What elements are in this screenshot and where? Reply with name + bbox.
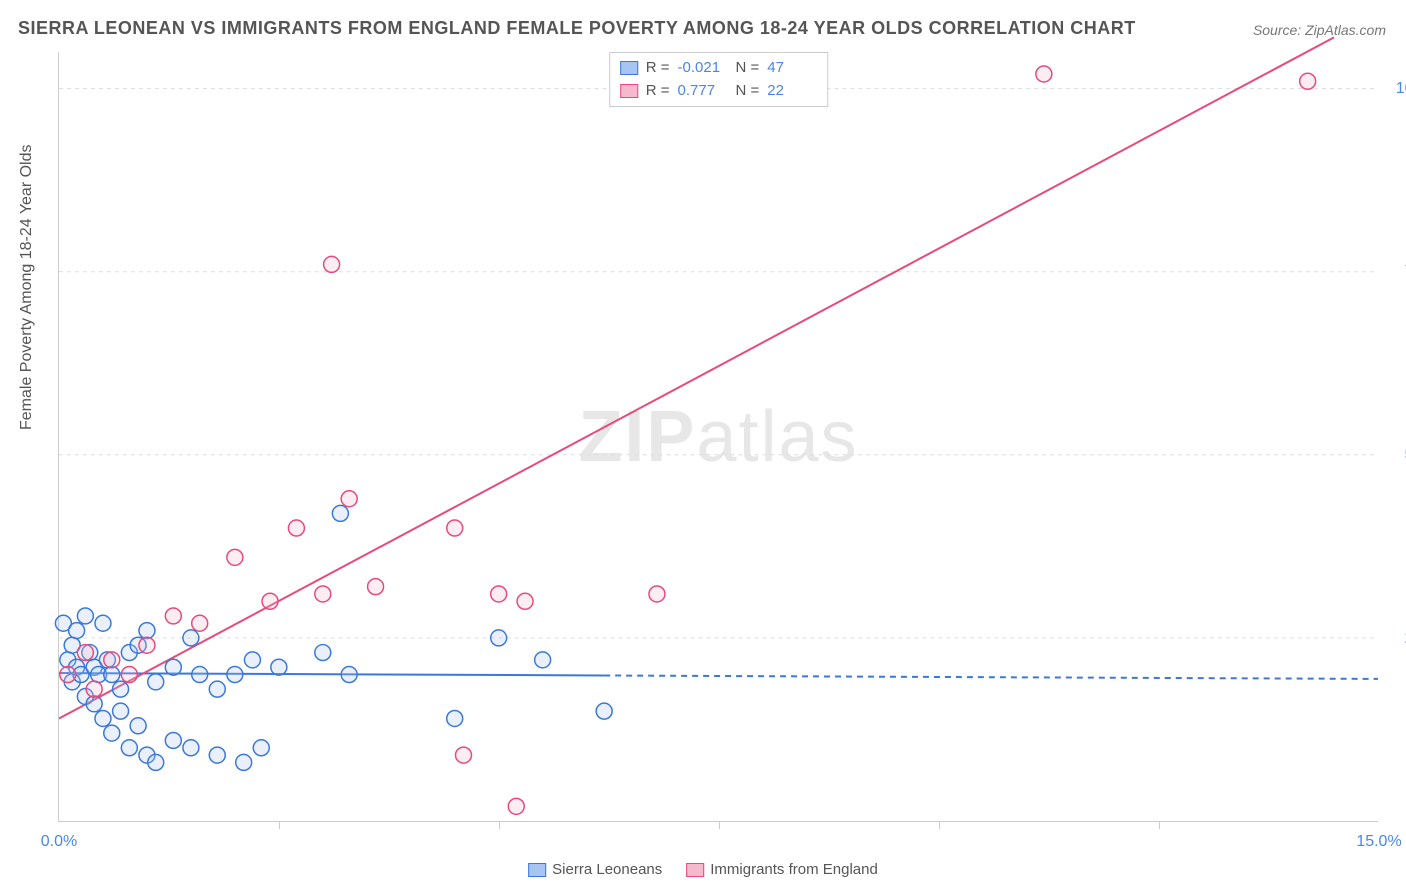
x-tick <box>939 821 940 829</box>
stats-row-sierra: R = -0.021 N = 47 <box>620 57 818 80</box>
x-tick <box>499 821 500 829</box>
stat-n-sierra: 47 <box>767 57 817 80</box>
stat-label-n: N = <box>736 80 760 103</box>
legend-swatch-sierra <box>528 863 546 877</box>
stat-label-r: R = <box>646 57 670 80</box>
stat-label-r: R = <box>646 80 670 103</box>
stat-n-england: 22 <box>767 80 817 103</box>
source-attribution: Source: ZipAtlas.com <box>1253 22 1386 38</box>
stats-box: R = -0.021 N = 47 R = 0.777 N = 22 <box>609 52 829 107</box>
y-tick-label: 100.0% <box>1390 80 1406 98</box>
stat-label-n: N = <box>736 57 760 80</box>
bottom-legend: Sierra Leoneans Immigrants from England <box>528 861 878 878</box>
swatch-sierra <box>620 61 638 75</box>
y-tick-label: 25.0% <box>1390 630 1406 648</box>
x-tick <box>1159 821 1160 829</box>
chart-title: SIERRA LEONEAN VS IMMIGRANTS FROM ENGLAN… <box>18 18 1136 39</box>
stat-r-england: 0.777 <box>678 80 728 103</box>
x-tick <box>279 821 280 829</box>
y-tick-label: 75.0% <box>1390 263 1406 281</box>
swatch-england <box>620 84 638 98</box>
stats-row-england: R = 0.777 N = 22 <box>620 80 818 103</box>
legend-label-sierra: Sierra Leoneans <box>552 861 662 878</box>
x-tick-label: 15.0% <box>1356 833 1401 851</box>
plot-area: ZIPatlas R = -0.021 N = 47 R = 0.777 N =… <box>58 52 1378 822</box>
y-tick-label: 50.0% <box>1390 446 1406 464</box>
legend-item-england: Immigrants from England <box>686 861 878 878</box>
legend-label-england: Immigrants from England <box>710 861 878 878</box>
legend-swatch-england <box>686 863 704 877</box>
chart-svg <box>59 52 1378 821</box>
x-tick <box>719 821 720 829</box>
legend-item-sierra: Sierra Leoneans <box>528 861 662 878</box>
x-tick-label: 0.0% <box>41 833 77 851</box>
y-axis-label: Female Poverty Among 18-24 Year Olds <box>18 145 36 431</box>
stat-r-sierra: -0.021 <box>678 57 728 80</box>
